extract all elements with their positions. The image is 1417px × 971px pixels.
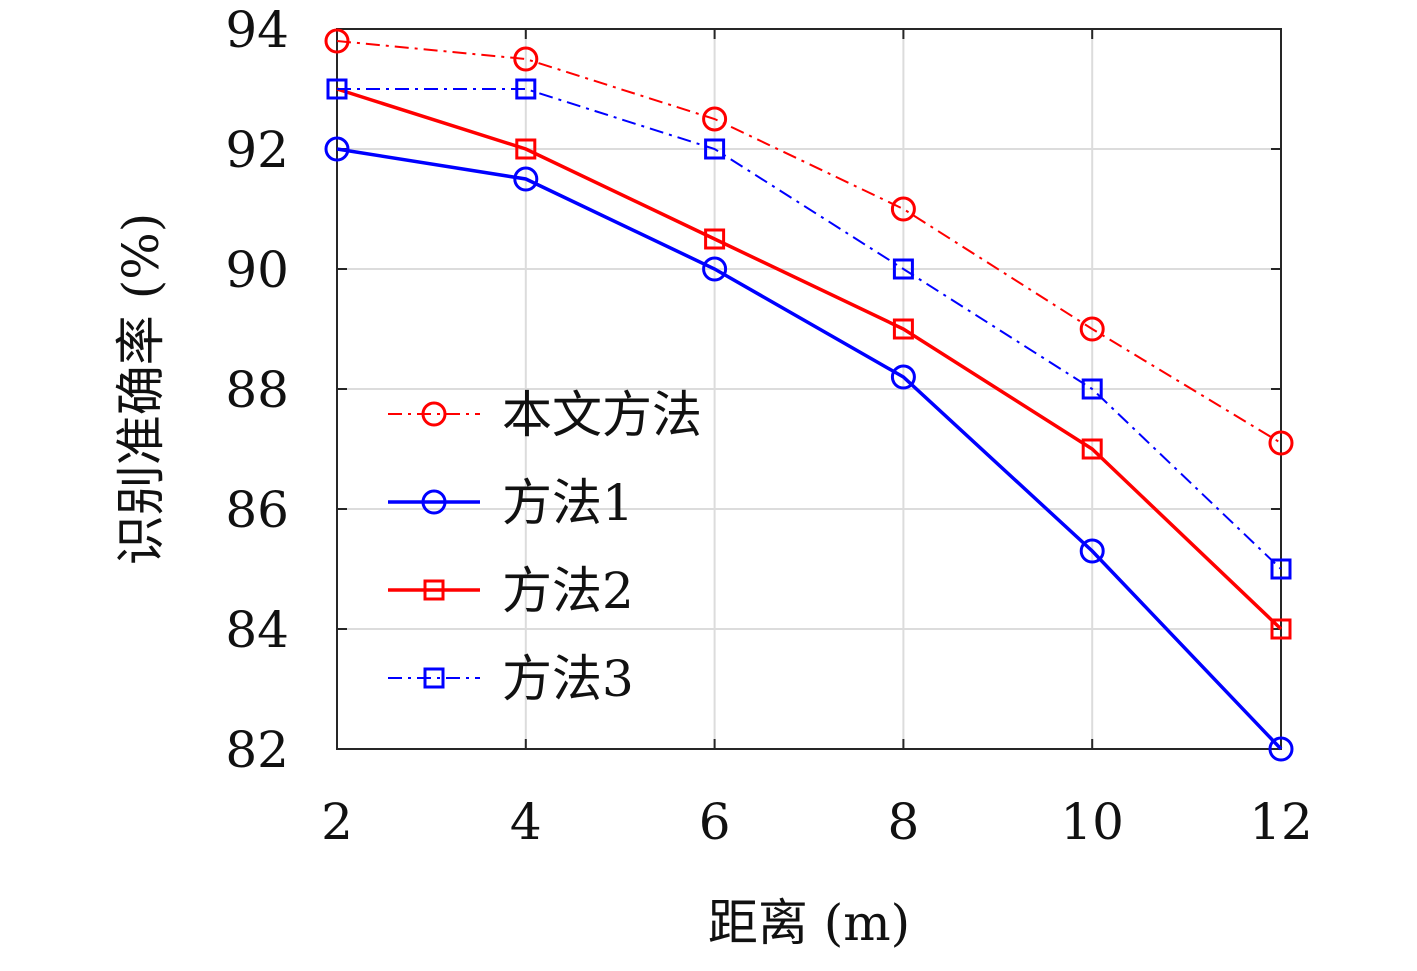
legend-marker	[423, 579, 445, 601]
x-axis-label: 距离 (m)	[708, 894, 910, 952]
data-point	[704, 228, 726, 250]
data-point	[702, 106, 728, 132]
data-point	[515, 78, 537, 100]
data-point	[326, 78, 348, 100]
series-line	[336, 87, 1283, 631]
legend-label: 方法1	[502, 474, 634, 532]
x-tick-label: 12	[1249, 793, 1313, 851]
legend-item: 方法3	[388, 650, 634, 708]
series-line	[336, 147, 1283, 751]
data-point	[1081, 378, 1103, 400]
data-point	[890, 196, 916, 222]
data-point	[1079, 538, 1105, 564]
legend-item: 方法2	[388, 562, 634, 620]
series-1	[324, 28, 1294, 456]
y-tick-label: 94	[225, 1, 289, 59]
series-3	[326, 78, 1292, 640]
series-2	[324, 136, 1294, 762]
y-axis-label: 识别准确率 (%)	[112, 213, 170, 565]
legend-item: 本文方法	[388, 386, 702, 444]
series-line	[337, 88, 1282, 570]
legend-marker	[421, 401, 447, 427]
data-point	[1270, 558, 1292, 580]
data-point	[1079, 316, 1105, 342]
data-point	[1270, 618, 1292, 640]
y-tick-label: 90	[225, 241, 289, 299]
data-point	[513, 166, 539, 192]
legend-marker	[423, 667, 445, 689]
data-point	[892, 258, 914, 280]
data-point	[704, 138, 726, 160]
y-tick-label: 84	[225, 601, 289, 659]
series-4	[326, 78, 1292, 580]
series-layer	[324, 28, 1294, 762]
legend-label: 方法2	[502, 562, 634, 620]
data-point	[324, 136, 350, 162]
x-tick-label: 2	[321, 793, 353, 851]
x-tick-label: 4	[510, 793, 542, 851]
legend-label: 本文方法	[502, 386, 702, 444]
x-tick-label: 10	[1060, 793, 1124, 851]
y-tick-label: 88	[225, 361, 289, 419]
data-point	[890, 364, 916, 390]
data-point	[324, 28, 350, 54]
data-point	[1268, 430, 1294, 456]
legend-item: 方法1	[388, 474, 634, 532]
data-point	[1268, 736, 1294, 762]
data-point	[892, 318, 914, 340]
x-tick-label: 8	[887, 793, 919, 851]
y-tick-label: 82	[225, 721, 289, 779]
data-point	[513, 46, 539, 72]
data-point	[702, 256, 728, 282]
legend-marker	[421, 489, 447, 515]
data-point	[515, 138, 537, 160]
legend-label: 方法3	[502, 650, 634, 708]
axis-ticks: 2 4 6 8 10 12 82 84 86 88 90 92 94	[225, 1, 1312, 851]
series-line	[336, 40, 1282, 444]
data-point	[1081, 438, 1103, 460]
y-tick-label: 86	[225, 481, 289, 539]
x-tick-label: 6	[699, 793, 731, 851]
y-tick-label: 92	[225, 121, 289, 179]
